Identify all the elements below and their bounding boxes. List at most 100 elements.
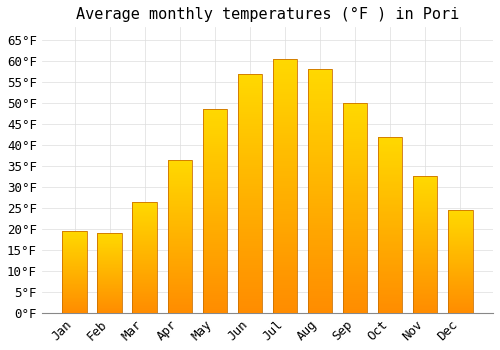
Bar: [343, 122, 367, 124]
Bar: [308, 250, 332, 252]
Bar: [308, 254, 332, 257]
Bar: [343, 153, 367, 155]
Bar: [98, 249, 122, 250]
Bar: [98, 307, 122, 308]
Bar: [168, 204, 192, 206]
Bar: [378, 267, 402, 269]
Bar: [272, 252, 297, 254]
Bar: [202, 199, 227, 201]
Bar: [238, 90, 262, 93]
Bar: [62, 260, 87, 261]
Bar: [132, 217, 157, 218]
Bar: [132, 208, 157, 210]
Bar: [98, 273, 122, 274]
Bar: [62, 264, 87, 265]
Bar: [413, 252, 438, 253]
Bar: [98, 297, 122, 298]
Bar: [308, 108, 332, 111]
Bar: [343, 212, 367, 214]
Bar: [62, 303, 87, 304]
Bar: [448, 258, 472, 259]
Bar: [343, 113, 367, 116]
Bar: [343, 141, 367, 143]
Bar: [238, 117, 262, 119]
Bar: [238, 208, 262, 210]
Bar: [448, 272, 472, 273]
Bar: [202, 144, 227, 146]
Bar: [168, 221, 192, 223]
Bar: [272, 189, 297, 191]
Bar: [202, 225, 227, 228]
Bar: [308, 123, 332, 125]
Bar: [62, 255, 87, 256]
Bar: [378, 167, 402, 168]
Bar: [98, 291, 122, 292]
Bar: [378, 154, 402, 156]
Bar: [202, 150, 227, 152]
Bar: [238, 229, 262, 232]
Bar: [62, 247, 87, 248]
Bar: [272, 117, 297, 120]
Bar: [132, 273, 157, 274]
Bar: [168, 201, 192, 203]
Bar: [62, 277, 87, 278]
Bar: [202, 203, 227, 205]
Bar: [413, 186, 438, 187]
Bar: [413, 216, 438, 217]
Bar: [308, 259, 332, 262]
Bar: [168, 169, 192, 170]
Bar: [272, 166, 297, 168]
Bar: [62, 297, 87, 298]
Bar: [413, 206, 438, 208]
Bar: [168, 166, 192, 167]
Bar: [98, 236, 122, 237]
Bar: [238, 164, 262, 167]
Bar: [448, 237, 472, 238]
Bar: [62, 251, 87, 252]
Bar: [378, 138, 402, 140]
Bar: [202, 233, 227, 236]
Bar: [448, 241, 472, 242]
Bar: [343, 220, 367, 223]
Bar: [168, 198, 192, 200]
Bar: [202, 207, 227, 209]
Bar: [378, 273, 402, 274]
Bar: [448, 266, 472, 267]
Bar: [343, 178, 367, 181]
Bar: [132, 309, 157, 310]
Bar: [132, 272, 157, 273]
Bar: [168, 276, 192, 278]
Bar: [308, 299, 332, 301]
Bar: [413, 301, 438, 302]
Bar: [62, 308, 87, 309]
Bar: [62, 265, 87, 266]
Bar: [308, 130, 332, 133]
Bar: [413, 226, 438, 227]
Bar: [413, 262, 438, 264]
Bar: [343, 126, 367, 128]
Bar: [132, 278, 157, 279]
Bar: [168, 253, 192, 255]
Bar: [448, 275, 472, 276]
Bar: [202, 264, 227, 266]
Bar: [343, 231, 367, 233]
Bar: [308, 72, 332, 74]
Bar: [378, 278, 402, 280]
Bar: [168, 174, 192, 175]
Bar: [202, 217, 227, 219]
Bar: [413, 258, 438, 260]
Bar: [238, 172, 262, 174]
Bar: [62, 254, 87, 255]
Bar: [308, 284, 332, 286]
Bar: [308, 279, 332, 281]
Bar: [448, 299, 472, 300]
Bar: [238, 119, 262, 121]
Bar: [62, 266, 87, 267]
Bar: [308, 301, 332, 303]
Bar: [448, 230, 472, 231]
Bar: [272, 183, 297, 186]
Bar: [272, 110, 297, 112]
Bar: [308, 252, 332, 254]
Bar: [413, 182, 438, 183]
Bar: [448, 261, 472, 262]
